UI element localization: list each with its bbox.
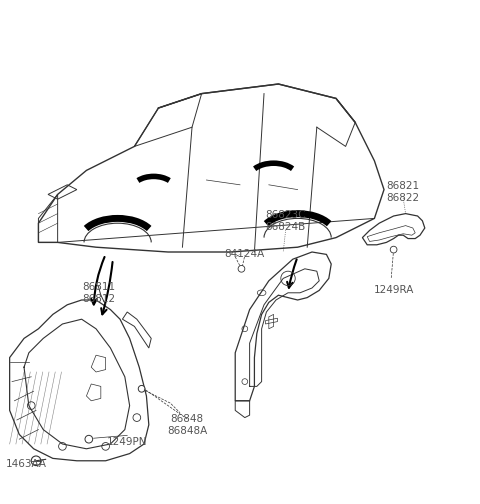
Text: 86821
86822: 86821 86822 <box>387 181 420 203</box>
Circle shape <box>31 456 41 466</box>
Text: 86811
86812: 86811 86812 <box>82 282 115 303</box>
Circle shape <box>138 386 145 392</box>
Text: 1249RA: 1249RA <box>373 285 414 295</box>
Circle shape <box>85 435 93 443</box>
Circle shape <box>238 266 245 272</box>
Text: 84124A: 84124A <box>225 249 265 260</box>
Text: 1463AA: 1463AA <box>6 459 47 469</box>
Circle shape <box>390 246 397 253</box>
Text: 86823C
86824B: 86823C 86824B <box>265 210 306 232</box>
Text: 86848
86848A: 86848 86848A <box>167 414 207 435</box>
Text: 1249PN: 1249PN <box>107 436 147 447</box>
